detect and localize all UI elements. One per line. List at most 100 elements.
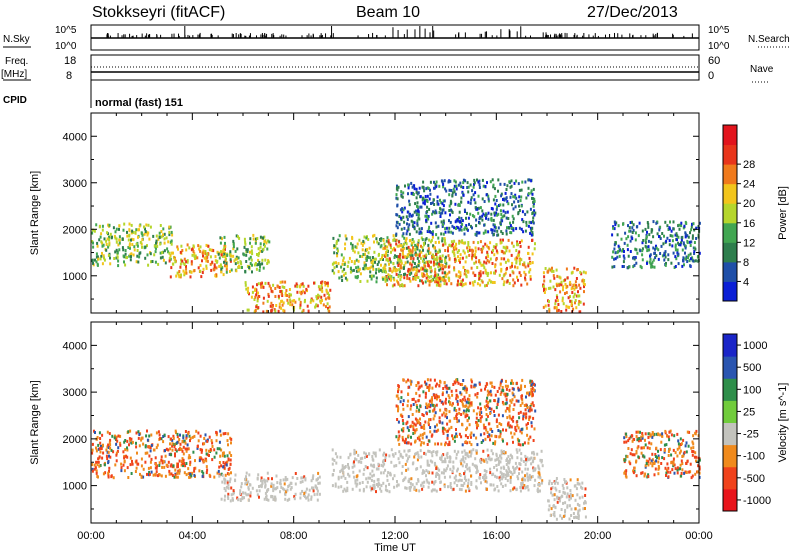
range-cell <box>421 471 424 475</box>
range-cell <box>476 421 479 425</box>
range-cell <box>372 463 375 467</box>
range-cell <box>435 256 438 260</box>
range-cell <box>438 384 441 388</box>
range-cell <box>397 407 400 411</box>
range-cell <box>412 428 415 432</box>
range-cell <box>524 474 526 478</box>
range-cell <box>663 258 666 262</box>
range-cell <box>250 249 253 253</box>
range-cell <box>448 396 451 400</box>
range-cell <box>138 252 141 256</box>
range-cell <box>393 464 396 468</box>
range-cell <box>335 240 338 244</box>
range-cell <box>306 495 309 499</box>
range-cell <box>433 393 436 397</box>
range-cell <box>505 428 508 432</box>
range-cell <box>554 288 557 292</box>
range-cell <box>179 433 181 437</box>
range-cell <box>205 448 208 452</box>
range-cell <box>417 421 420 424</box>
range-cell <box>215 439 218 443</box>
range-cell <box>644 240 647 244</box>
range-cell <box>451 210 454 214</box>
range-cell <box>408 203 411 207</box>
range-cell <box>417 264 420 268</box>
range-cell <box>565 291 568 295</box>
cpid-text: normal (fast) 151 <box>95 97 183 109</box>
range-cell <box>406 260 409 264</box>
range-cell <box>441 460 444 464</box>
range-cell <box>230 471 232 475</box>
range-cell <box>236 247 239 251</box>
range-cell <box>410 485 412 489</box>
range-cell <box>176 471 179 475</box>
range-cell <box>533 467 536 471</box>
range-cell <box>291 303 294 307</box>
range-cell <box>496 390 499 393</box>
range-cell <box>245 287 248 291</box>
range-cell <box>384 456 387 460</box>
range-cell <box>530 424 533 428</box>
range-cell <box>504 473 507 477</box>
range-cell <box>673 434 676 438</box>
range-cell <box>115 435 118 439</box>
range-cell <box>232 247 235 251</box>
range-cell <box>435 471 438 475</box>
range-cell <box>457 249 460 253</box>
range-cell <box>624 231 627 235</box>
range-cell <box>480 481 482 485</box>
range-cell <box>577 509 580 513</box>
range-cell <box>284 478 287 482</box>
range-cell <box>109 443 112 447</box>
range-cell <box>462 455 465 459</box>
range-cell <box>434 280 437 284</box>
range-cell <box>501 386 504 389</box>
range-cell <box>494 263 497 267</box>
range-cell <box>631 220 633 224</box>
range-cell <box>138 444 141 448</box>
range-cell <box>461 400 464 404</box>
range-cell <box>459 383 462 386</box>
range-cell <box>370 259 373 263</box>
range-cell <box>264 491 267 495</box>
range-cell <box>431 396 434 400</box>
range-cell <box>466 211 468 215</box>
range-cell <box>406 276 409 280</box>
range-cell <box>698 221 701 225</box>
range-cell <box>428 399 431 403</box>
range-cell <box>402 208 405 212</box>
range-cell <box>555 306 558 310</box>
range-cell <box>130 231 133 235</box>
range-cell <box>401 210 404 214</box>
range-cell <box>581 495 584 499</box>
range-cell <box>410 424 413 428</box>
range-cell <box>255 293 258 297</box>
range-cell <box>413 455 416 459</box>
range-cell <box>533 452 536 456</box>
range-cell <box>463 386 466 390</box>
range-cell <box>526 475 529 479</box>
range-cell <box>149 449 152 453</box>
range-cell <box>500 423 503 427</box>
range-cell <box>459 271 462 275</box>
range-cell <box>368 452 371 456</box>
range-cell <box>261 480 264 483</box>
range-cell <box>409 407 412 411</box>
range-cell <box>466 436 469 439</box>
range-cell <box>657 454 660 458</box>
range-cell <box>421 238 424 242</box>
range-cell <box>334 482 337 486</box>
range-cell <box>664 220 667 224</box>
range-cell <box>500 230 503 234</box>
range-cell <box>114 434 116 438</box>
range-cell <box>386 478 389 482</box>
range-cell <box>463 481 466 485</box>
range-cell <box>431 278 434 282</box>
range-cell <box>455 187 458 191</box>
range-cell <box>408 239 411 243</box>
range-cell <box>433 378 436 382</box>
range-cell <box>401 438 404 442</box>
range-cell <box>404 486 407 490</box>
range-cell <box>455 184 458 188</box>
range-cell <box>519 443 522 447</box>
